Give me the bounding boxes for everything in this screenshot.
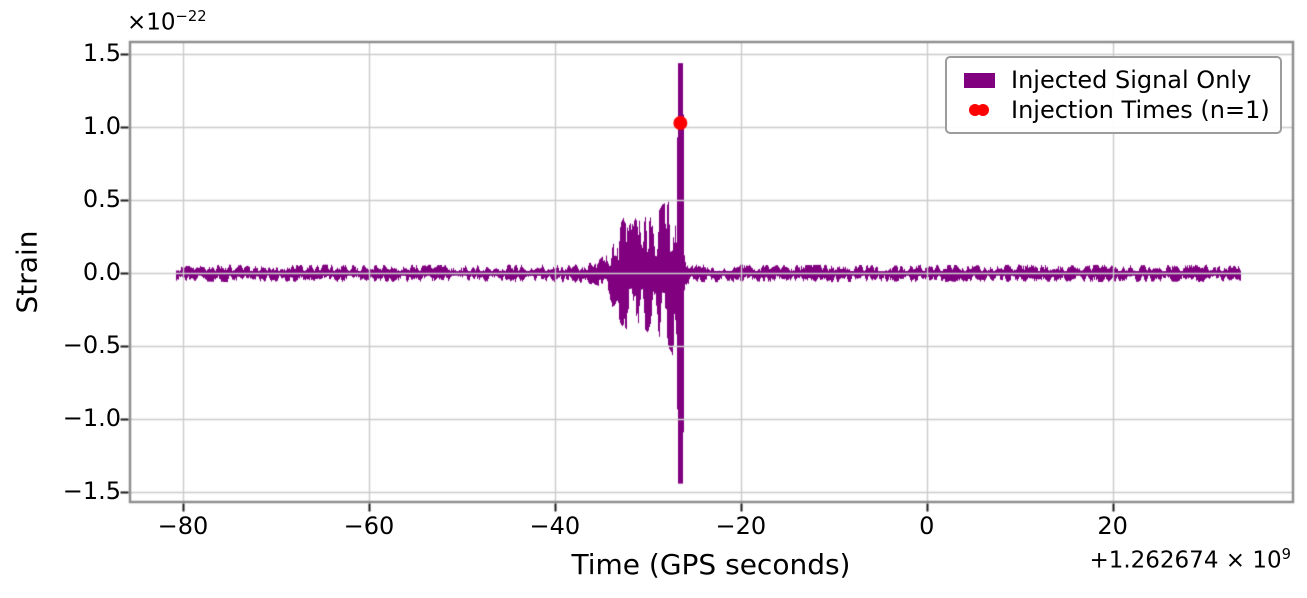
legend-marker-signal (957, 72, 1001, 88)
legend-label-injection: Injection Times (n=1) (1011, 96, 1270, 124)
x-tick-label: −40 (529, 512, 581, 540)
y-tick-label: 0.5 (82, 185, 121, 214)
x-tick-label: −60 (343, 512, 395, 540)
y-tick-label: −0.5 (62, 331, 121, 360)
purple-rect-swatch-icon (963, 72, 995, 88)
legend-marker-injection (957, 104, 1001, 116)
y-tick-label: 1.5 (82, 39, 121, 68)
x-offset-base: +1.262674 × 10 (1089, 547, 1282, 574)
red-dot-icon (977, 104, 989, 116)
y-scale-exponent: −22 (175, 8, 207, 25)
x-tick-label: −80 (157, 512, 209, 540)
legend-label-signal: Injected Signal Only (1011, 66, 1252, 94)
x-tick-label: 0 (919, 512, 935, 540)
x-offset-exponent: 9 (1281, 546, 1291, 563)
legend: Injected Signal Only Injection Times (n=… (945, 56, 1282, 134)
x-tick-label: −20 (715, 512, 767, 540)
x-tick-label: 20 (1097, 512, 1128, 540)
y-tick-label: 0.0 (82, 258, 121, 287)
y-axis-scale-offset: ×10−22 (127, 8, 207, 36)
legend-entry-signal: Injected Signal Only (957, 65, 1270, 95)
y-tick-label: −1.5 (62, 477, 121, 506)
x-axis-offset: +1.262674 × 109 (1089, 546, 1291, 574)
x-axis-label: Time (GPS seconds) (571, 548, 851, 581)
legend-entry-injection: Injection Times (n=1) (957, 95, 1270, 125)
y-tick-label: 1.0 (82, 112, 121, 141)
y-scale-base: ×10 (127, 9, 176, 36)
y-tick-label: −1.0 (62, 404, 121, 433)
